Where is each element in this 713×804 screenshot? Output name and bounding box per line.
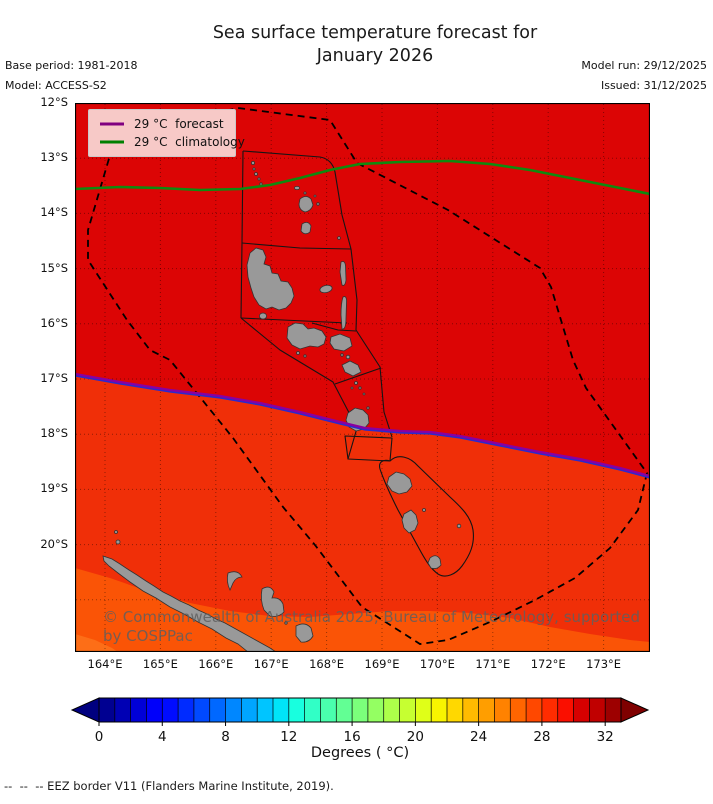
colorbar-tick-label: 20 — [407, 729, 424, 745]
colorbar-segment — [99, 698, 116, 722]
colorbar-segment — [288, 698, 306, 722]
colorbar-segment — [541, 698, 559, 722]
lat-label: 20°S — [40, 536, 68, 551]
colorbar-segment — [146, 698, 163, 722]
ouvea-island — [226, 571, 243, 591]
lat-label: 14°S — [40, 205, 68, 220]
map-frame — [74, 102, 651, 653]
climatology-line-swatch — [100, 140, 124, 144]
colorbar-segment — [399, 698, 416, 722]
colorbar-tick-label: 28 — [533, 729, 550, 745]
base-period-text: Base period: 1981-2018 — [5, 59, 138, 72]
colorbar-segment — [573, 698, 590, 722]
legend-label-forecast: 29 °C forecast — [134, 117, 224, 131]
colorbar-tick-label: 8 — [221, 729, 230, 745]
lon-label: 169°E — [364, 657, 400, 671]
lat-label: 13°S — [40, 150, 68, 165]
mare-island — [295, 623, 314, 643]
colorbar-segment — [478, 698, 495, 722]
colorbar-segment — [257, 698, 274, 722]
colorbar-over-arrow — [620, 697, 650, 723]
lat-label: 17°S — [40, 371, 68, 385]
climatology-contour-line — [74, 159, 651, 196]
lon-label: 164°E — [87, 657, 123, 671]
colorbar-tick-label: 16 — [343, 729, 360, 745]
meta-left: Base period: 1981-2018 Model: ACCESS-S2 — [5, 56, 137, 96]
lat-label: 16°S — [40, 315, 68, 330]
lat-label: 12°S — [40, 95, 68, 109]
colorbar-frame — [98, 697, 622, 723]
lon-label: 171°E — [475, 657, 511, 671]
colorbar-segment — [320, 698, 337, 722]
lat-label: 15°S — [40, 260, 68, 275]
eez-caption: -- -- -- EEZ border V11 (Flanders Marine… — [4, 779, 334, 793]
lon-label: 172°E — [530, 657, 566, 671]
eez-border-line — [87, 107, 648, 645]
model-text: Model: ACCESS-S2 — [5, 79, 107, 92]
colorbar-segment — [557, 698, 574, 722]
colorbar-segment — [209, 698, 226, 722]
province-boundaries — [240, 150, 474, 577]
colorbar-segment — [304, 698, 321, 722]
sst-map — [74, 102, 651, 653]
lat-label: 18°S — [40, 426, 68, 441]
meta-right: Model run: 29/12/2025 Issued: 31/12/2025 — [581, 56, 707, 96]
title-line-1: Sea surface temperature forecast for — [212, 23, 538, 43]
sea-zone-27-28 — [75, 634, 118, 652]
colorbar-segment — [130, 698, 147, 722]
colorbar-segment — [273, 698, 290, 722]
colorbar-segment — [589, 698, 606, 722]
colorbar-segment — [162, 698, 179, 722]
lat-label: 19°S — [40, 481, 68, 496]
colorbar-segment — [193, 698, 211, 722]
colorbar-segment — [447, 698, 464, 722]
colorbar-segment — [605, 698, 622, 722]
colorbar-under-arrow — [70, 697, 100, 723]
forecast-contour-line — [74, 372, 651, 478]
new-caledonia-islands — [102, 530, 314, 653]
lon-label: 170°E — [419, 657, 455, 671]
sst-map-canvas — [74, 102, 651, 653]
colorbar-segment — [494, 698, 511, 722]
colorbar: 0 4 8 12 16 20 24 28 32 — [70, 697, 650, 745]
legend-label-climatology: 29 °C climatology — [134, 135, 245, 149]
lon-label: 165°E — [142, 657, 178, 671]
colorbar-label: Degrees ( °C) — [310, 745, 410, 761]
sea-zone-29-30 — [75, 374, 650, 652]
colorbar-segment — [526, 698, 543, 722]
new-caledonia-island — [102, 555, 278, 653]
colorbar-segment — [510, 698, 527, 722]
colorbar-tick-label: 12 — [280, 729, 297, 745]
colorbar-segment — [225, 698, 242, 722]
colorbar-tick-label: 24 — [470, 729, 487, 745]
colorbar-segment — [383, 698, 400, 722]
lon-label: 166°E — [198, 657, 234, 671]
colorbar-segment — [336, 698, 353, 722]
colorbar-segment — [462, 698, 480, 722]
legend-row-climatology: 29 °C climatology — [99, 133, 245, 151]
colorbar-segment — [352, 698, 369, 722]
map-legend: 29 °C forecast 29 °C climatology — [88, 109, 245, 157]
colorbar-segment — [178, 698, 195, 722]
colorbar-segment — [114, 698, 132, 722]
colorbar-tick-label: 0 — [95, 729, 104, 745]
lon-label: 168°E — [309, 657, 345, 671]
model-run-text: Model run: 29/12/2025 — [581, 59, 707, 72]
title-line-2: January 2026 — [316, 46, 434, 66]
lifou-island — [260, 586, 285, 617]
colorbar-segment — [367, 698, 385, 722]
legend-row-forecast: 29 °C forecast — [99, 115, 227, 133]
colorbar-tick-label: 32 — [597, 729, 614, 745]
issued-text: Issued: 31/12/2025 — [600, 79, 707, 92]
colorbar-segment — [415, 698, 432, 722]
lon-label: 167°E — [253, 657, 289, 671]
colorbar-tick-label: 4 — [158, 729, 167, 745]
forecast-contour-fringe — [74, 374, 651, 479]
forecast-line-swatch — [100, 122, 124, 126]
page-title: Sea surface temperature forecast for Jan… — [30, 22, 713, 68]
colorbar-segment — [241, 698, 258, 722]
lon-label: 173°E — [586, 657, 622, 671]
colorbar-segment — [431, 698, 448, 722]
